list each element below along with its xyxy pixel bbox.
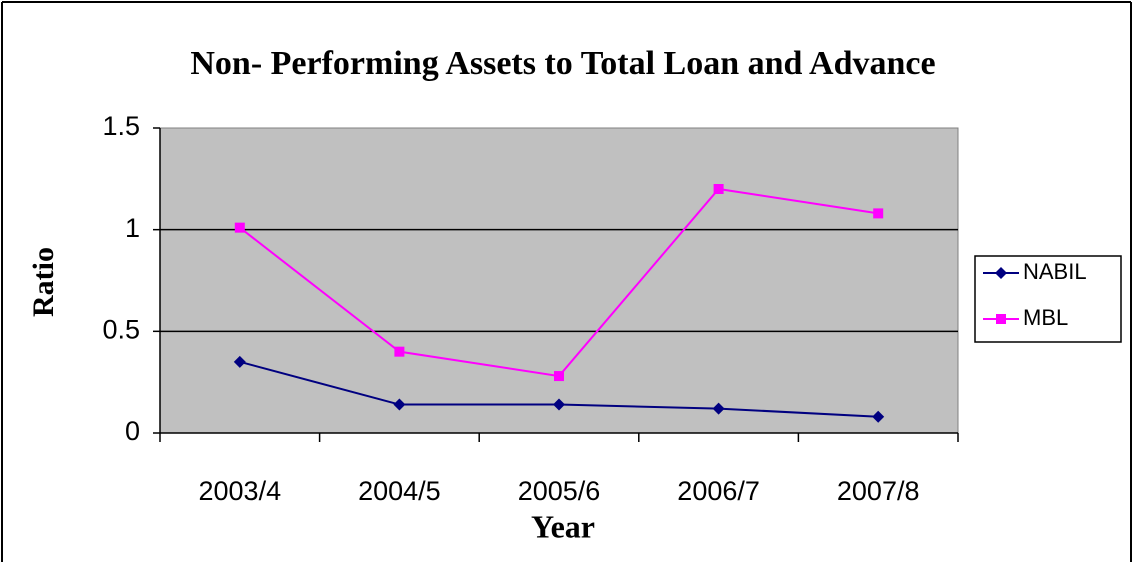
y-tick-label: 0	[125, 416, 140, 446]
marker	[873, 208, 884, 219]
x-tick-label: 2006/7	[677, 476, 760, 506]
marker	[713, 184, 724, 194]
x-axis-label: Year	[531, 508, 595, 544]
marker	[996, 314, 1006, 324]
marker	[712, 402, 725, 415]
legend-label: MBL	[1023, 305, 1068, 330]
marker	[553, 398, 565, 411]
y-tick-label: 1	[125, 213, 140, 243]
marker	[995, 267, 1007, 279]
x-tick-label: 2004/5	[358, 476, 441, 506]
marker	[554, 371, 564, 382]
x-tick-label: 2003/4	[199, 476, 282, 506]
marker	[394, 346, 405, 357]
legend-label: NABIL	[1023, 259, 1087, 284]
plot-area	[159, 127, 959, 434]
marker	[234, 222, 245, 233]
y-axis-label: Ratio	[27, 247, 60, 317]
chart-title: Non- Performing Assets to Total Loan and…	[190, 45, 935, 82]
x-tick-label: 2007/8	[837, 476, 920, 506]
marker	[393, 398, 406, 411]
y-tick-label: 0.5	[102, 314, 140, 344]
marker	[872, 410, 885, 423]
x-tick-label: 2005/6	[518, 476, 601, 506]
y-tick-label: 1.5	[102, 111, 140, 141]
marker	[233, 355, 246, 368]
